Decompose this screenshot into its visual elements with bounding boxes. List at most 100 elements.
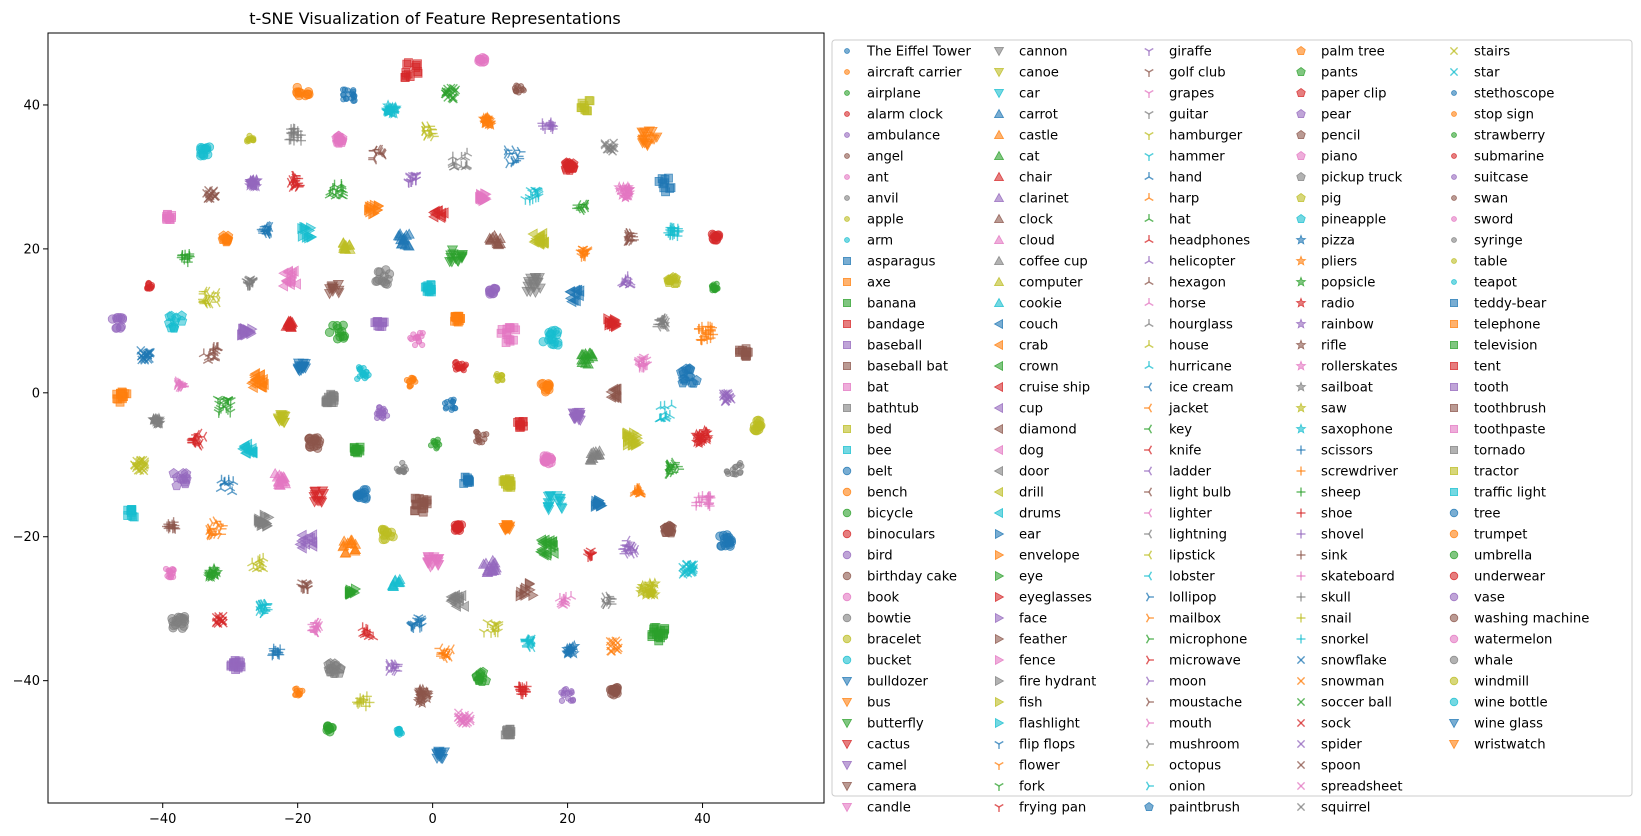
data-point [316,486,329,497]
series-toothbrush [735,344,753,361]
data-point [259,608,269,619]
legend-marker [844,153,850,159]
data-point [438,207,449,219]
legend-marker [1451,132,1457,138]
data-point [450,312,460,322]
legend-label: teapot [1474,276,1517,291]
series-hexagon [198,342,224,365]
series-guitar [241,275,258,291]
data-point [533,273,545,284]
legend-label: mushroom [1169,738,1240,753]
series-dog [277,265,301,292]
series-bandage [513,416,528,432]
legend-label: apple [867,213,904,228]
series-envelope [364,199,385,220]
data-point [333,323,343,334]
data-point [521,286,533,298]
series-drums [237,438,258,459]
data-point [660,413,671,423]
y-axis: −40 −20 0 20 40 [13,98,48,689]
data-point [198,288,208,299]
data-point [301,231,313,243]
data-point [647,632,657,642]
legend-item-frying-pan: frying pan [994,801,1086,816]
series-wine-bottle [196,142,215,161]
series-ant [407,329,426,349]
data-point [315,496,327,507]
data-point [281,276,292,288]
legend-label: pear [1321,108,1352,123]
series-teapot [393,725,405,738]
data-point [168,620,179,631]
series-sink [162,517,181,534]
legend-marker [1450,298,1459,307]
data-point [337,237,350,248]
legend-label: cactus [867,738,910,753]
data-point [570,295,581,307]
series-sock [211,611,228,628]
data-point [580,248,591,258]
legend-label: whale [1474,654,1513,669]
data-point [187,435,197,446]
legend-label: strawberry [1474,129,1545,144]
series-onion [255,598,273,619]
data-point [148,283,155,291]
series-belt [352,485,371,504]
x-tick-label: −40 [149,812,176,827]
data-point [165,215,175,224]
legend-marker [842,655,852,665]
data-point [524,196,536,206]
legend-label: skateboard [1321,570,1395,585]
data-point [633,358,645,368]
legend-label: crab [1019,339,1048,354]
series-castle [337,534,362,558]
legend-marker [1451,195,1457,201]
series-ambulance [373,404,391,422]
series-pencil [659,520,677,538]
series-teddy-bear [654,173,676,197]
legend-label: pizza [1321,234,1355,249]
legend-label: key [1169,423,1192,438]
legend-label: carrot [1019,108,1058,123]
legend-label: camel [867,759,907,774]
legend-marker [843,424,852,433]
legend-label: golf club [1169,66,1226,81]
legend-label: ladder [1169,465,1212,480]
series-cookie [386,573,406,591]
series-bee [420,280,436,297]
data-point [373,414,381,421]
series-door [445,589,469,613]
legend-label: palm tree [1321,45,1385,60]
series-fence [475,188,492,207]
data-point [364,204,375,216]
data-point [422,552,435,563]
data-point [639,360,650,370]
data-point [406,383,413,390]
data-point [203,352,214,361]
data-point [205,524,215,536]
legend-label: lipstick [1169,549,1216,564]
series-angel [473,428,490,446]
series-wine-glass [431,746,451,765]
legend-label: umbrella [1474,549,1532,564]
data-point [625,276,636,286]
series-whale [167,612,190,633]
legend-label: teddy-bear [1474,297,1547,312]
series-trumpet [292,82,314,101]
series-microwave [286,170,305,193]
legend-label: star [1474,66,1500,81]
data-point [227,486,238,496]
series-aircraft-carrier [403,374,419,390]
legend-label: house [1169,339,1209,354]
series-fire-hydrant [253,509,275,532]
data-point [591,499,602,511]
legend-label: wine glass [1474,717,1543,732]
data-point [307,231,318,243]
series-book [539,451,557,469]
data-point [542,383,553,393]
legend-label: mouth [1169,717,1212,732]
data-point [528,236,539,248]
data-point [399,239,411,250]
series-lightning [652,313,670,332]
legend-label: submarine [1474,150,1544,165]
